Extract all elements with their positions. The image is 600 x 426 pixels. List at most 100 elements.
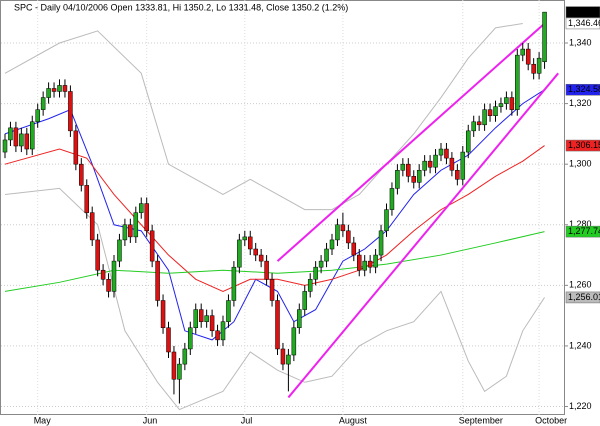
candle-body xyxy=(297,309,302,329)
candle-body xyxy=(166,327,171,353)
candle-body xyxy=(275,300,280,350)
price-label: 1,346.46 xyxy=(568,18,600,28)
candle-body xyxy=(351,242,357,256)
candle-body xyxy=(455,169,460,180)
candle-body xyxy=(149,230,155,262)
x-tick-label: Jul xyxy=(241,415,253,425)
candle-body xyxy=(2,139,8,153)
price-label: 1,256.01 xyxy=(568,292,600,302)
y-tick-label: 1,340 xyxy=(569,37,592,47)
candle-body xyxy=(46,88,51,98)
candle-body xyxy=(95,239,100,271)
candle-body xyxy=(133,212,139,238)
candle-body xyxy=(384,209,389,232)
candle-body xyxy=(504,97,509,104)
candle-body xyxy=(307,279,313,292)
candle-body xyxy=(367,260,373,268)
candle-body xyxy=(515,54,520,110)
overlay-line xyxy=(4,231,545,292)
candle-body xyxy=(139,203,144,213)
price-label-box xyxy=(565,17,600,30)
candle-body xyxy=(313,266,318,280)
candle-body xyxy=(106,279,111,292)
candle-body xyxy=(318,260,324,268)
candle-body xyxy=(8,127,13,141)
y-tick-label: 1,220 xyxy=(569,401,592,411)
candle-body xyxy=(482,109,487,126)
price-label-box xyxy=(565,83,600,96)
candle-body xyxy=(155,260,160,301)
price-label: 1,277.74 xyxy=(568,226,600,236)
candle-body xyxy=(24,133,30,150)
candle-body xyxy=(542,11,547,63)
candle-body xyxy=(220,321,226,341)
candle-body xyxy=(111,260,117,292)
candle-body xyxy=(433,154,438,168)
candle-body xyxy=(182,348,188,365)
candle-body xyxy=(122,224,128,241)
x-tick-label: August xyxy=(339,415,368,425)
overlay-line xyxy=(287,72,559,399)
candle-body xyxy=(253,248,258,256)
candle-body xyxy=(13,127,19,147)
x-tick-label: October xyxy=(535,415,567,425)
price-label-box xyxy=(565,291,600,304)
candle-body xyxy=(193,309,198,329)
candle-body xyxy=(498,103,504,107)
candle-body xyxy=(215,330,220,341)
candle-body xyxy=(346,230,351,244)
candle-body xyxy=(444,148,449,159)
candle-body xyxy=(84,185,89,213)
price-label-box xyxy=(565,139,600,152)
chart-title: SPC - Daily 04/10/2006 Open 1333.81, Hi … xyxy=(14,2,348,12)
candle-body xyxy=(466,130,471,153)
candle-body xyxy=(340,224,346,232)
candle-body xyxy=(242,236,248,241)
candle-body xyxy=(389,188,395,210)
candle-body xyxy=(40,97,46,110)
y-tick-label: 1,240 xyxy=(569,340,592,350)
y-tick-label: 1,260 xyxy=(569,280,592,290)
candle-body xyxy=(231,266,237,301)
candle-body xyxy=(335,224,340,241)
candle-body xyxy=(79,163,84,186)
candle-body xyxy=(269,279,275,301)
candle-body xyxy=(302,291,307,310)
candle-body xyxy=(411,176,416,183)
candle-body xyxy=(128,224,133,238)
price-label: 1,350.2 xyxy=(568,6,598,16)
candle-body xyxy=(531,63,536,74)
price-label: 1,324.58 xyxy=(568,84,600,94)
candle-body xyxy=(487,109,493,116)
candle-body xyxy=(160,300,166,329)
candle-body xyxy=(520,48,525,56)
candle-body xyxy=(509,97,515,110)
candle-body xyxy=(476,121,482,126)
candle-body xyxy=(30,121,35,150)
candle-body xyxy=(68,91,73,132)
candle-body xyxy=(378,230,384,256)
candle-body xyxy=(117,239,122,262)
candle-body xyxy=(62,85,68,92)
candle-body xyxy=(536,57,542,74)
candle-body xyxy=(291,327,297,356)
price-label-box xyxy=(565,225,600,238)
candle-body xyxy=(226,300,231,322)
x-tick-label: September xyxy=(459,415,503,425)
candle-body xyxy=(280,348,286,365)
overlay-line xyxy=(4,145,545,292)
price-label-box xyxy=(565,6,600,18)
overlay-line xyxy=(4,187,545,411)
candle-body xyxy=(144,203,149,232)
candle-body xyxy=(204,315,209,322)
y-tick-label: 1,280 xyxy=(569,219,592,229)
candle-body xyxy=(286,354,291,365)
y-tick-label: 1,320 xyxy=(569,98,592,108)
candle-body xyxy=(525,48,531,65)
y-tick-label: 1,300 xyxy=(569,159,592,169)
overlay-line xyxy=(276,22,546,262)
candle-body xyxy=(19,133,24,147)
candle-body xyxy=(171,351,177,380)
candle-body xyxy=(198,309,204,322)
price-label: 1,306.15 xyxy=(568,140,600,150)
